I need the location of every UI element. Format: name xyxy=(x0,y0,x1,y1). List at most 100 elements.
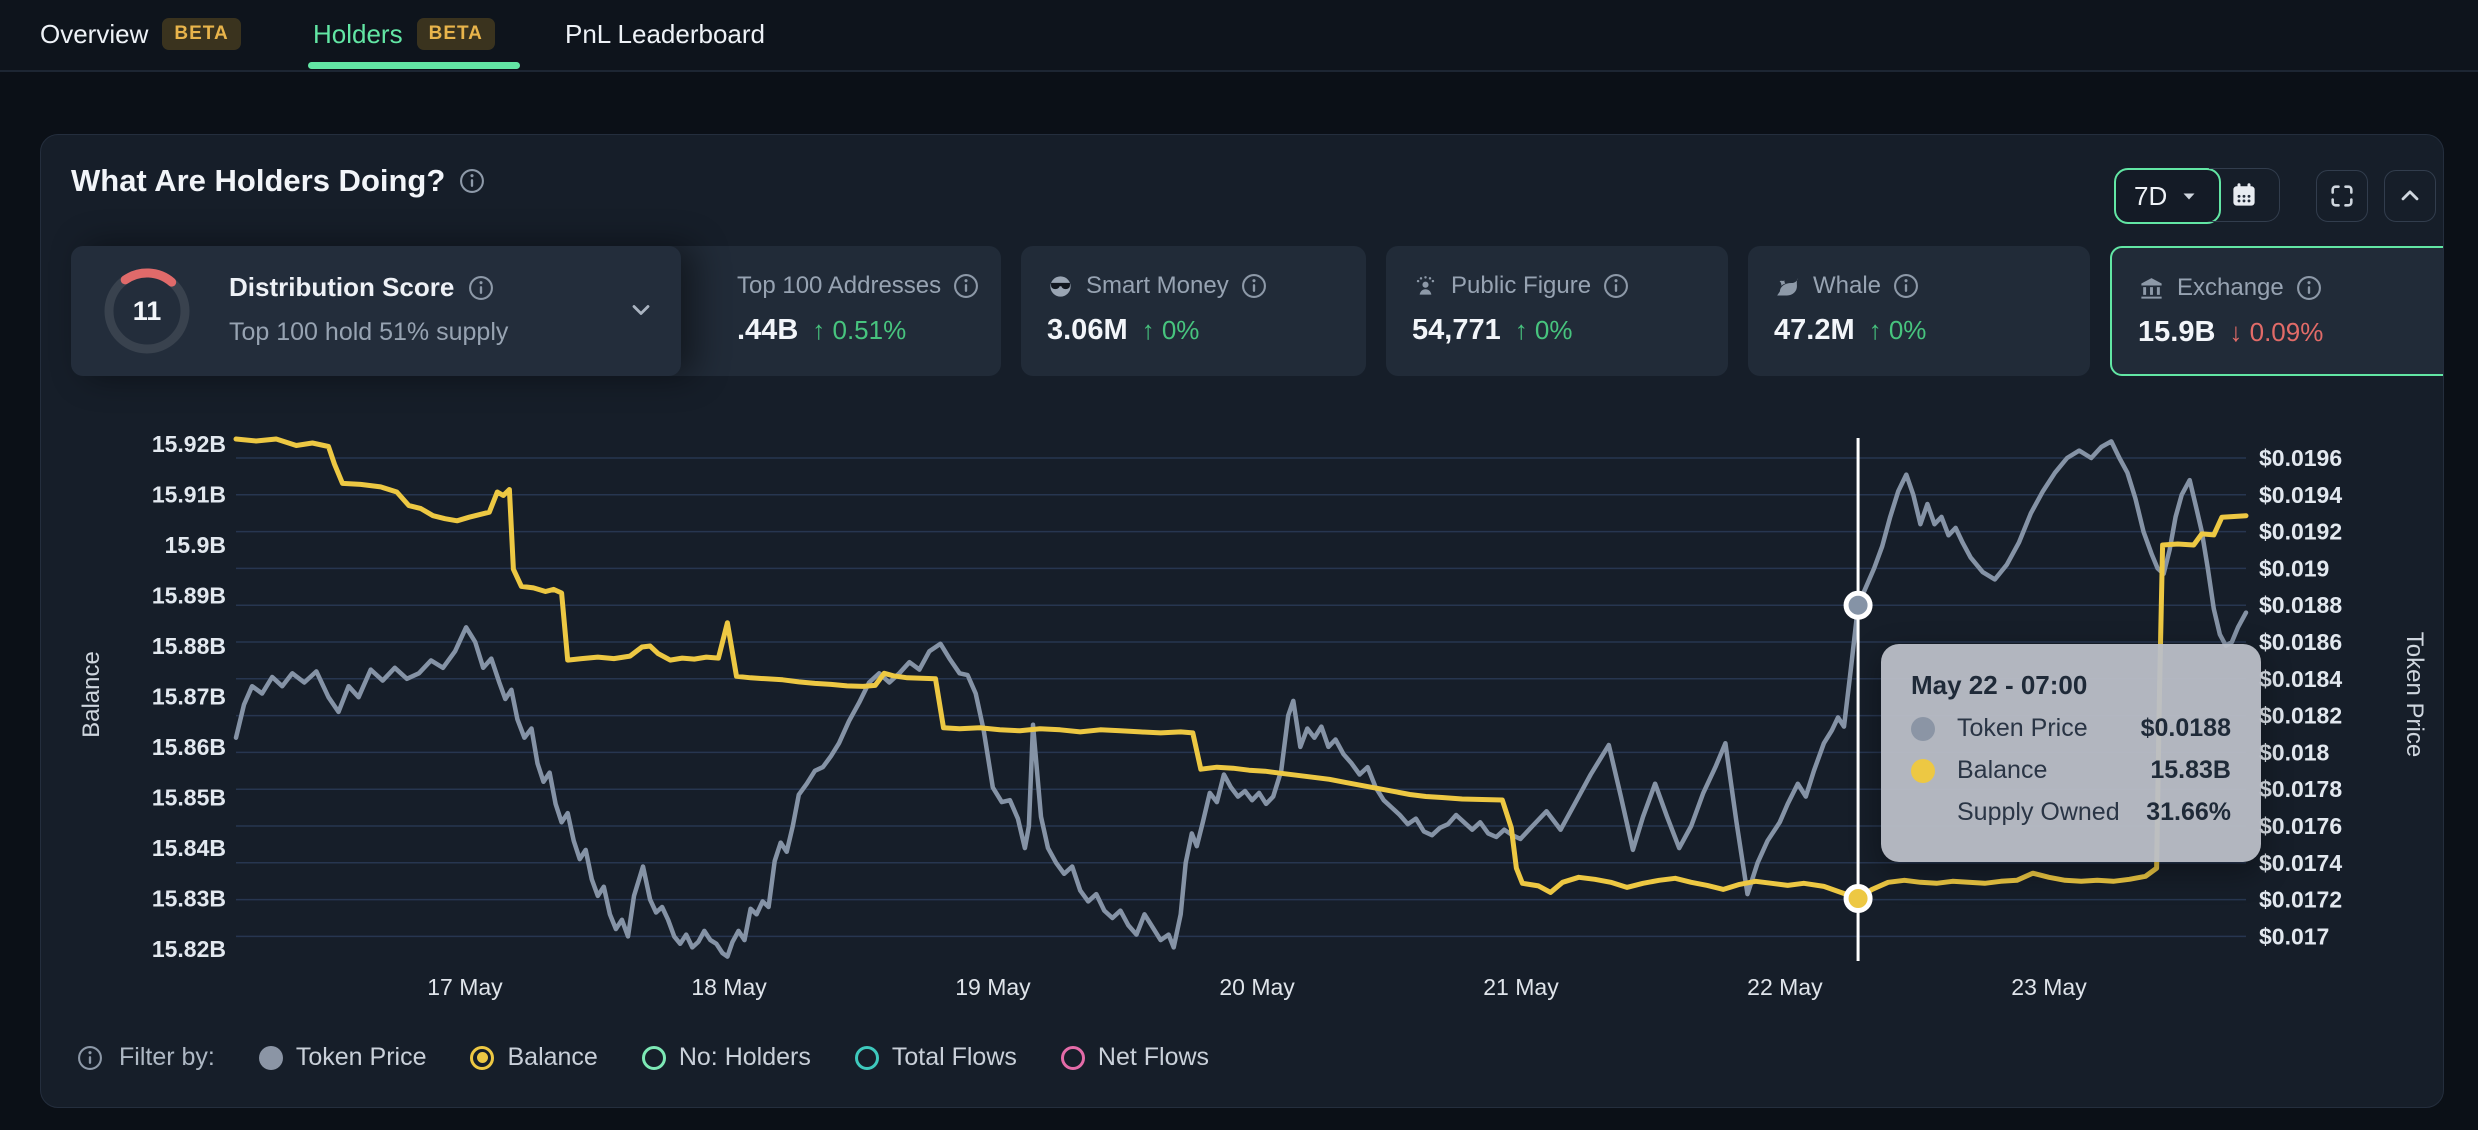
active-tab-underline xyxy=(308,62,520,69)
exchange-icon xyxy=(2138,275,2165,302)
price-tick: $0.0192 xyxy=(2259,519,2342,545)
filter-item-label: Net Flows xyxy=(1097,1043,1210,1071)
range-selector[interactable]: 7D xyxy=(2114,168,2222,224)
info-icon[interactable] xyxy=(1893,273,1919,299)
filter-balance[interactable]: Balance xyxy=(470,1043,598,1072)
info-icon[interactable] xyxy=(459,168,485,194)
public-figure-icon xyxy=(1412,273,1439,300)
distribution-score-value: 11 xyxy=(132,295,162,326)
filter-item-label: Balance xyxy=(507,1043,598,1071)
balance-tick: 15.85B xyxy=(152,785,226,811)
tab-pnl-leaderboard[interactable]: PnL Leaderboard xyxy=(565,0,765,68)
info-icon[interactable] xyxy=(77,1045,103,1071)
calendar-button[interactable] xyxy=(2209,168,2281,222)
stat-card-top-100-addresses[interactable]: Top 100 Addresses .44B ↑ 0.51% xyxy=(651,246,1001,376)
filter-bar: Filter by: Token Price Balance No: Holders… xyxy=(77,1043,1209,1072)
collapse-button[interactable] xyxy=(2384,170,2437,222)
x-tick: 21 May xyxy=(1483,974,1559,1000)
x-tick: 17 May xyxy=(427,974,503,1000)
filter-items: Token Price Balance No: Holders Total Flows… xyxy=(258,1043,1210,1072)
panel-controls: 7D xyxy=(2114,168,2437,224)
tooltip-title: May 22 - 07:00 xyxy=(1911,670,2088,700)
smart-money-icon xyxy=(1047,273,1074,300)
balance-axis-title: Balance xyxy=(78,651,105,738)
range-value: 7D xyxy=(2134,180,2168,211)
info-icon[interactable] xyxy=(2296,275,2322,301)
tab-label: Overview xyxy=(40,18,149,49)
crosshair-marker-price xyxy=(1843,590,1873,620)
card-title: Smart Money xyxy=(1047,272,1366,300)
stat-card-public-figure[interactable]: Public Figure 54,771 ↑ 0% xyxy=(1386,246,1728,376)
fullscreen-button[interactable] xyxy=(2316,170,2369,222)
x-tick: 22 May xyxy=(1747,974,1823,1000)
stat-cards-row: 11 Distribution Score Top 100 hold 51% s… xyxy=(41,246,2443,376)
info-icon[interactable] xyxy=(1241,273,1267,299)
stat-card-distribution-score[interactable]: 11 Distribution Score Top 100 hold 51% s… xyxy=(71,246,681,376)
chart-tooltip: May 22 - 07:00 Token Price $0.0188 Balan… xyxy=(1881,644,2261,862)
top-nav: Overview BETA Holders BETA PnL Leaderboa… xyxy=(0,0,2478,72)
holders-chart[interactable]: 15.92B 15.91B 15.9B 15.89B 15.88B 15.87B 15.86… xyxy=(41,135,2443,1107)
x-tick: 20 May xyxy=(1219,974,1295,1000)
whale-icon xyxy=(1774,273,1801,300)
card-value: 47.2M ↑ 0% xyxy=(1774,314,1927,346)
price-tick: $0.0172 xyxy=(2259,887,2342,913)
price-tick: $0.019 xyxy=(2259,555,2329,581)
info-icon[interactable] xyxy=(468,275,494,301)
price-tick: $0.0182 xyxy=(2259,703,2342,729)
card-value: 15.9B ↓ 0.09% xyxy=(2138,316,2324,348)
panel-title-text: What Are Holders Doing? xyxy=(71,163,446,198)
card-title: Whale xyxy=(1774,272,2090,300)
chevron-down-icon xyxy=(2177,184,2201,208)
filter-token-price[interactable]: Token Price xyxy=(258,1043,426,1072)
range-group: 7D xyxy=(2114,168,2281,224)
balance-tick: 15.87B xyxy=(152,684,226,710)
stat-card-smart-money[interactable]: Smart Money 3.06M ↑ 0% xyxy=(1021,246,1366,376)
info-icon[interactable] xyxy=(953,273,979,299)
price-tick: $0.0194 xyxy=(2259,482,2342,508)
price-tick: $0.0188 xyxy=(2259,592,2342,618)
series-token-price xyxy=(233,439,2249,959)
chevron-up-icon xyxy=(2401,190,2419,201)
filter-item-label: Total Flows xyxy=(891,1043,1017,1071)
distribution-gauge: 11 xyxy=(99,263,195,359)
price-tick: $0.0174 xyxy=(2259,850,2342,876)
card-title: Public Figure xyxy=(1412,272,1728,300)
crosshair-marker-balance xyxy=(1843,884,1873,913)
tab-overview[interactable]: Overview BETA xyxy=(40,0,241,68)
card-title: Exchange xyxy=(2138,274,2443,302)
filter-label: Filter by: xyxy=(119,1043,215,1071)
balance-dot xyxy=(1911,758,1935,783)
filter-item-label: No: Holders xyxy=(678,1043,811,1071)
filter-no-holders[interactable]: No: Holders xyxy=(641,1043,811,1072)
info-icon[interactable] xyxy=(1603,273,1629,299)
balance-tick: 15.91B xyxy=(152,482,226,508)
series-balance xyxy=(233,436,2249,901)
tab-label: Holders xyxy=(313,18,403,49)
price-tick: $0.0178 xyxy=(2259,776,2342,802)
price-tick: $0.017 xyxy=(2259,923,2329,949)
filter-net-flows[interactable]: Net Flows xyxy=(1060,1043,1210,1072)
balance-tick: 15.88B xyxy=(152,633,226,659)
legend-dot xyxy=(470,1045,495,1070)
card-value: 54,771 ↑ 0% xyxy=(1412,314,1573,346)
filter-total-flows[interactable]: Total Flows xyxy=(854,1043,1017,1072)
card-title: Top 100 Addresses xyxy=(737,272,1001,300)
legend-dot xyxy=(1060,1045,1085,1070)
beta-badge: BETA xyxy=(416,18,495,50)
fullscreen-icon xyxy=(2331,185,2353,207)
price-axis-title: Token Price xyxy=(2401,632,2428,757)
token-price-dot xyxy=(1911,716,1935,741)
no-dot xyxy=(1911,801,1935,825)
chevron-down-icon[interactable] xyxy=(627,296,655,324)
stat-card-exchange[interactable]: Exchange 15.9B ↓ 0.09% xyxy=(2110,246,2443,376)
x-tick: 23 May xyxy=(2011,974,2087,1000)
card-value: 3.06M ↑ 0% xyxy=(1047,314,1200,346)
legend-dot xyxy=(258,1045,283,1070)
tab-holders[interactable]: Holders BETA xyxy=(313,0,495,68)
holders-panel: What Are Holders Doing? 7D xyxy=(40,134,2444,1108)
price-tick: $0.018 xyxy=(2259,739,2330,765)
balance-tick: 15.83B xyxy=(152,886,226,912)
stat-card-whale[interactable]: Whale 47.2M ↑ 0% xyxy=(1748,246,2090,376)
card-subtitle: Top 100 hold 51% supply xyxy=(229,318,509,346)
